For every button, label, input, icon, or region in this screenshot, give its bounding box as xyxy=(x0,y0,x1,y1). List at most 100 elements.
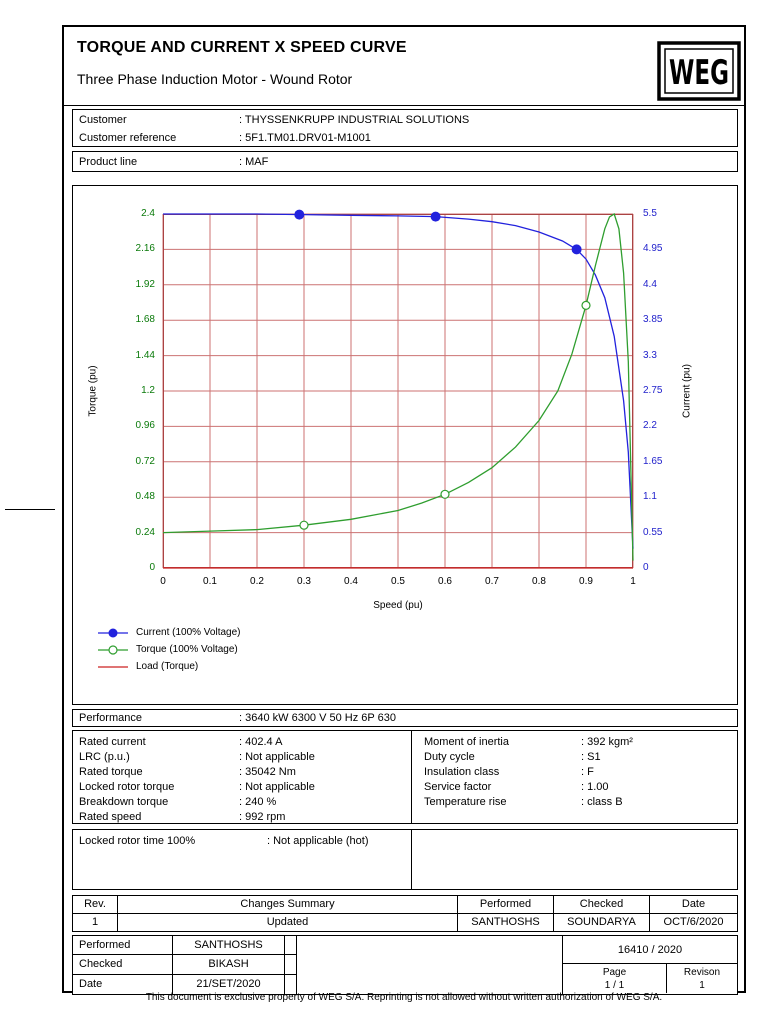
specs-table: Rated current : 402.4 A LRC (p.u.) : Not a… xyxy=(72,730,738,824)
y-axis-tick-torque: 1.44 xyxy=(135,349,155,361)
doc-number: 16410 / 2020 xyxy=(563,936,737,964)
y-axis-tick-torque: 0.96 xyxy=(135,420,155,432)
date-header: Date xyxy=(681,898,706,910)
revision-label: Revison xyxy=(683,967,721,978)
product-line-box: Product line : MAF xyxy=(72,151,738,172)
signoff-checked-label: Checked xyxy=(73,955,173,975)
spec-label: LRC (p.u.) xyxy=(79,750,130,763)
spec-label: Breakdown torque xyxy=(79,795,169,808)
customer-info-box: Customer : THYSSENKRUPP INDUSTRIAL SOLUT… xyxy=(72,109,738,147)
spec-value: : 992 rpm xyxy=(239,810,286,823)
spec-label: Insulation class xyxy=(424,765,500,778)
spec-value: : class B xyxy=(581,795,623,808)
y-axis-tick-torque: 0.24 xyxy=(135,526,155,538)
spec-value: : Not applicable xyxy=(239,780,315,793)
customer-reference-value: : 5F1.TM01.DRV01-M1001 xyxy=(239,132,371,144)
signoff-empty-cell xyxy=(285,936,297,956)
weg-logo: WEG xyxy=(657,41,741,106)
spec-label: Rated current xyxy=(79,735,146,748)
spec-label: Locked rotor torque xyxy=(79,780,175,793)
signoff-row: Date 21/SET/2020 xyxy=(73,974,297,994)
spec-label: Moment of inertia xyxy=(424,735,509,748)
spec-label: Temperature rise xyxy=(424,795,507,808)
revision-indicator: Revison 1 xyxy=(667,964,737,993)
chart-box: Torque (pu) Current (pu) Speed (pu) Curr… xyxy=(72,185,738,705)
y-axis-tick-current: 1.1 xyxy=(643,491,657,503)
signoff-empty-cell xyxy=(285,955,297,975)
customer-reference-label: Customer reference xyxy=(79,132,177,144)
product-line-row: Product line : MAF xyxy=(73,153,737,171)
product-line-value: : MAF xyxy=(239,156,269,168)
y-axis-tick-torque: 0 xyxy=(149,562,155,573)
y-axis-tick-torque: 1.68 xyxy=(135,314,155,326)
y-axis-tick-current: 5.5 xyxy=(643,208,657,219)
locked-rotor-empty-cell xyxy=(411,830,737,889)
signoff-block: Performed SANTHOSHS Checked BIKASH Date … xyxy=(72,935,738,995)
x-axis-tick-speed: 0 xyxy=(160,576,166,587)
y-axis-tick-current: 1.65 xyxy=(643,455,663,467)
performed-header: Performed xyxy=(458,896,554,913)
y-axis-tick-torque: 1.2 xyxy=(141,385,155,396)
y-axis-tick-current: 3.85 xyxy=(643,314,663,326)
legend-marker-icon xyxy=(98,628,128,637)
rev-header: Rev. xyxy=(73,896,118,913)
spec-value: : S1 xyxy=(581,750,601,763)
signoff-table: Performed SANTHOSHS Checked BIKASH Date … xyxy=(73,936,297,994)
fold-mark xyxy=(5,509,55,510)
spec-label: Rated torque xyxy=(79,765,143,778)
signoff-row: Checked BIKASH xyxy=(73,955,297,975)
rev-value: 1 xyxy=(73,914,118,932)
document-frame: TORQUE AND CURRENT X SPEED CURVE Three P… xyxy=(62,25,746,995)
weg-logo-graphic: WEG xyxy=(657,41,741,101)
product-line-label: Product line xyxy=(79,156,138,168)
checked-header: Checked xyxy=(554,896,650,913)
signoff-date-value: 21/SET/2020 xyxy=(173,974,285,994)
x-axis-tick-speed: 0.7 xyxy=(485,576,499,587)
spec-value: : F xyxy=(581,765,594,778)
y-axis-tick-torque: 2.4 xyxy=(141,208,155,219)
spec-value: : 1.00 xyxy=(581,780,609,793)
signoff-checked-value: BIKASH xyxy=(173,955,285,975)
revision-value: 1 xyxy=(699,980,705,991)
x-axis-tick-speed: 0.2 xyxy=(250,576,264,587)
changes-summary-value: Updated xyxy=(118,914,458,932)
signoff-row: Performed SANTHOSHS xyxy=(73,936,297,956)
changes-summary-header: Changes Summary xyxy=(118,896,458,913)
specs-left-column: Rated current : 402.4 A LRC (p.u.) : Not a… xyxy=(73,731,411,823)
x-axis-tick-speed: 0.9 xyxy=(579,576,593,587)
y-axis-tick-torque: 0.72 xyxy=(135,455,155,467)
spec-value: : 392 kgm² xyxy=(581,735,633,748)
signoff-performed-label: Performed xyxy=(73,936,173,956)
customer-row: Customer : THYSSENKRUPP INDUSTRIAL SOLUT… xyxy=(73,111,737,129)
locked-rotor-box: Locked rotor time 100% : Not applicable … xyxy=(72,829,738,890)
y-axis-tick-current: 0.55 xyxy=(643,526,663,538)
checked-value: SOUNDARYA xyxy=(554,914,650,932)
torque-current-speed-chart xyxy=(162,209,634,569)
customer-label: Customer xyxy=(79,114,127,126)
x-axis-tick-speed: 1 xyxy=(630,576,636,587)
x-axis-title: Speed (pu) xyxy=(373,600,423,611)
spec-value: : 402.4 A xyxy=(239,735,283,748)
performed-value: SANTHOSHS xyxy=(458,914,554,932)
y-axis-tick-current: 3.3 xyxy=(643,349,657,361)
y-axis-tick-current: 2.2 xyxy=(643,420,657,432)
y-axis-tick-current: 4.95 xyxy=(643,243,663,255)
date-value: OCT/6/2020 xyxy=(663,916,724,928)
legend-marker-icon xyxy=(98,644,128,655)
header-divider xyxy=(64,105,744,106)
specs-right-column: Moment of inertia: 392 kgm² Duty cycle: … xyxy=(411,731,737,823)
x-axis-tick-speed: 0.8 xyxy=(532,576,546,587)
revision-data-row: 1 Updated SANTHOSHS SOUNDARYA OCT/6/2020 xyxy=(73,914,737,932)
x-axis-tick-speed: 0.1 xyxy=(203,576,217,587)
customer-value: : THYSSENKRUPP INDUSTRIAL SOLUTIONS xyxy=(239,114,470,126)
revision-header-row: Rev. Changes Summary Performed Checked D… xyxy=(73,896,737,914)
page-title: TORQUE AND CURRENT X SPEED CURVE xyxy=(77,39,407,56)
customer-reference-row: Customer reference : 5F1.TM01.DRV01-M100… xyxy=(73,129,737,147)
page-value: 1 / 1 xyxy=(604,980,625,991)
page-label: Page xyxy=(602,967,627,978)
legend-marker-icon xyxy=(98,665,128,668)
performance-value: : 3640 kW 6300 V 50 Hz 6P 630 xyxy=(239,712,396,724)
performance-box: Performance : 3640 kW 6300 V 50 Hz 6P 63… xyxy=(72,709,738,727)
y-axis-tick-torque: 2.16 xyxy=(135,243,155,255)
legend-label: Current (100% Voltage) xyxy=(136,627,241,638)
